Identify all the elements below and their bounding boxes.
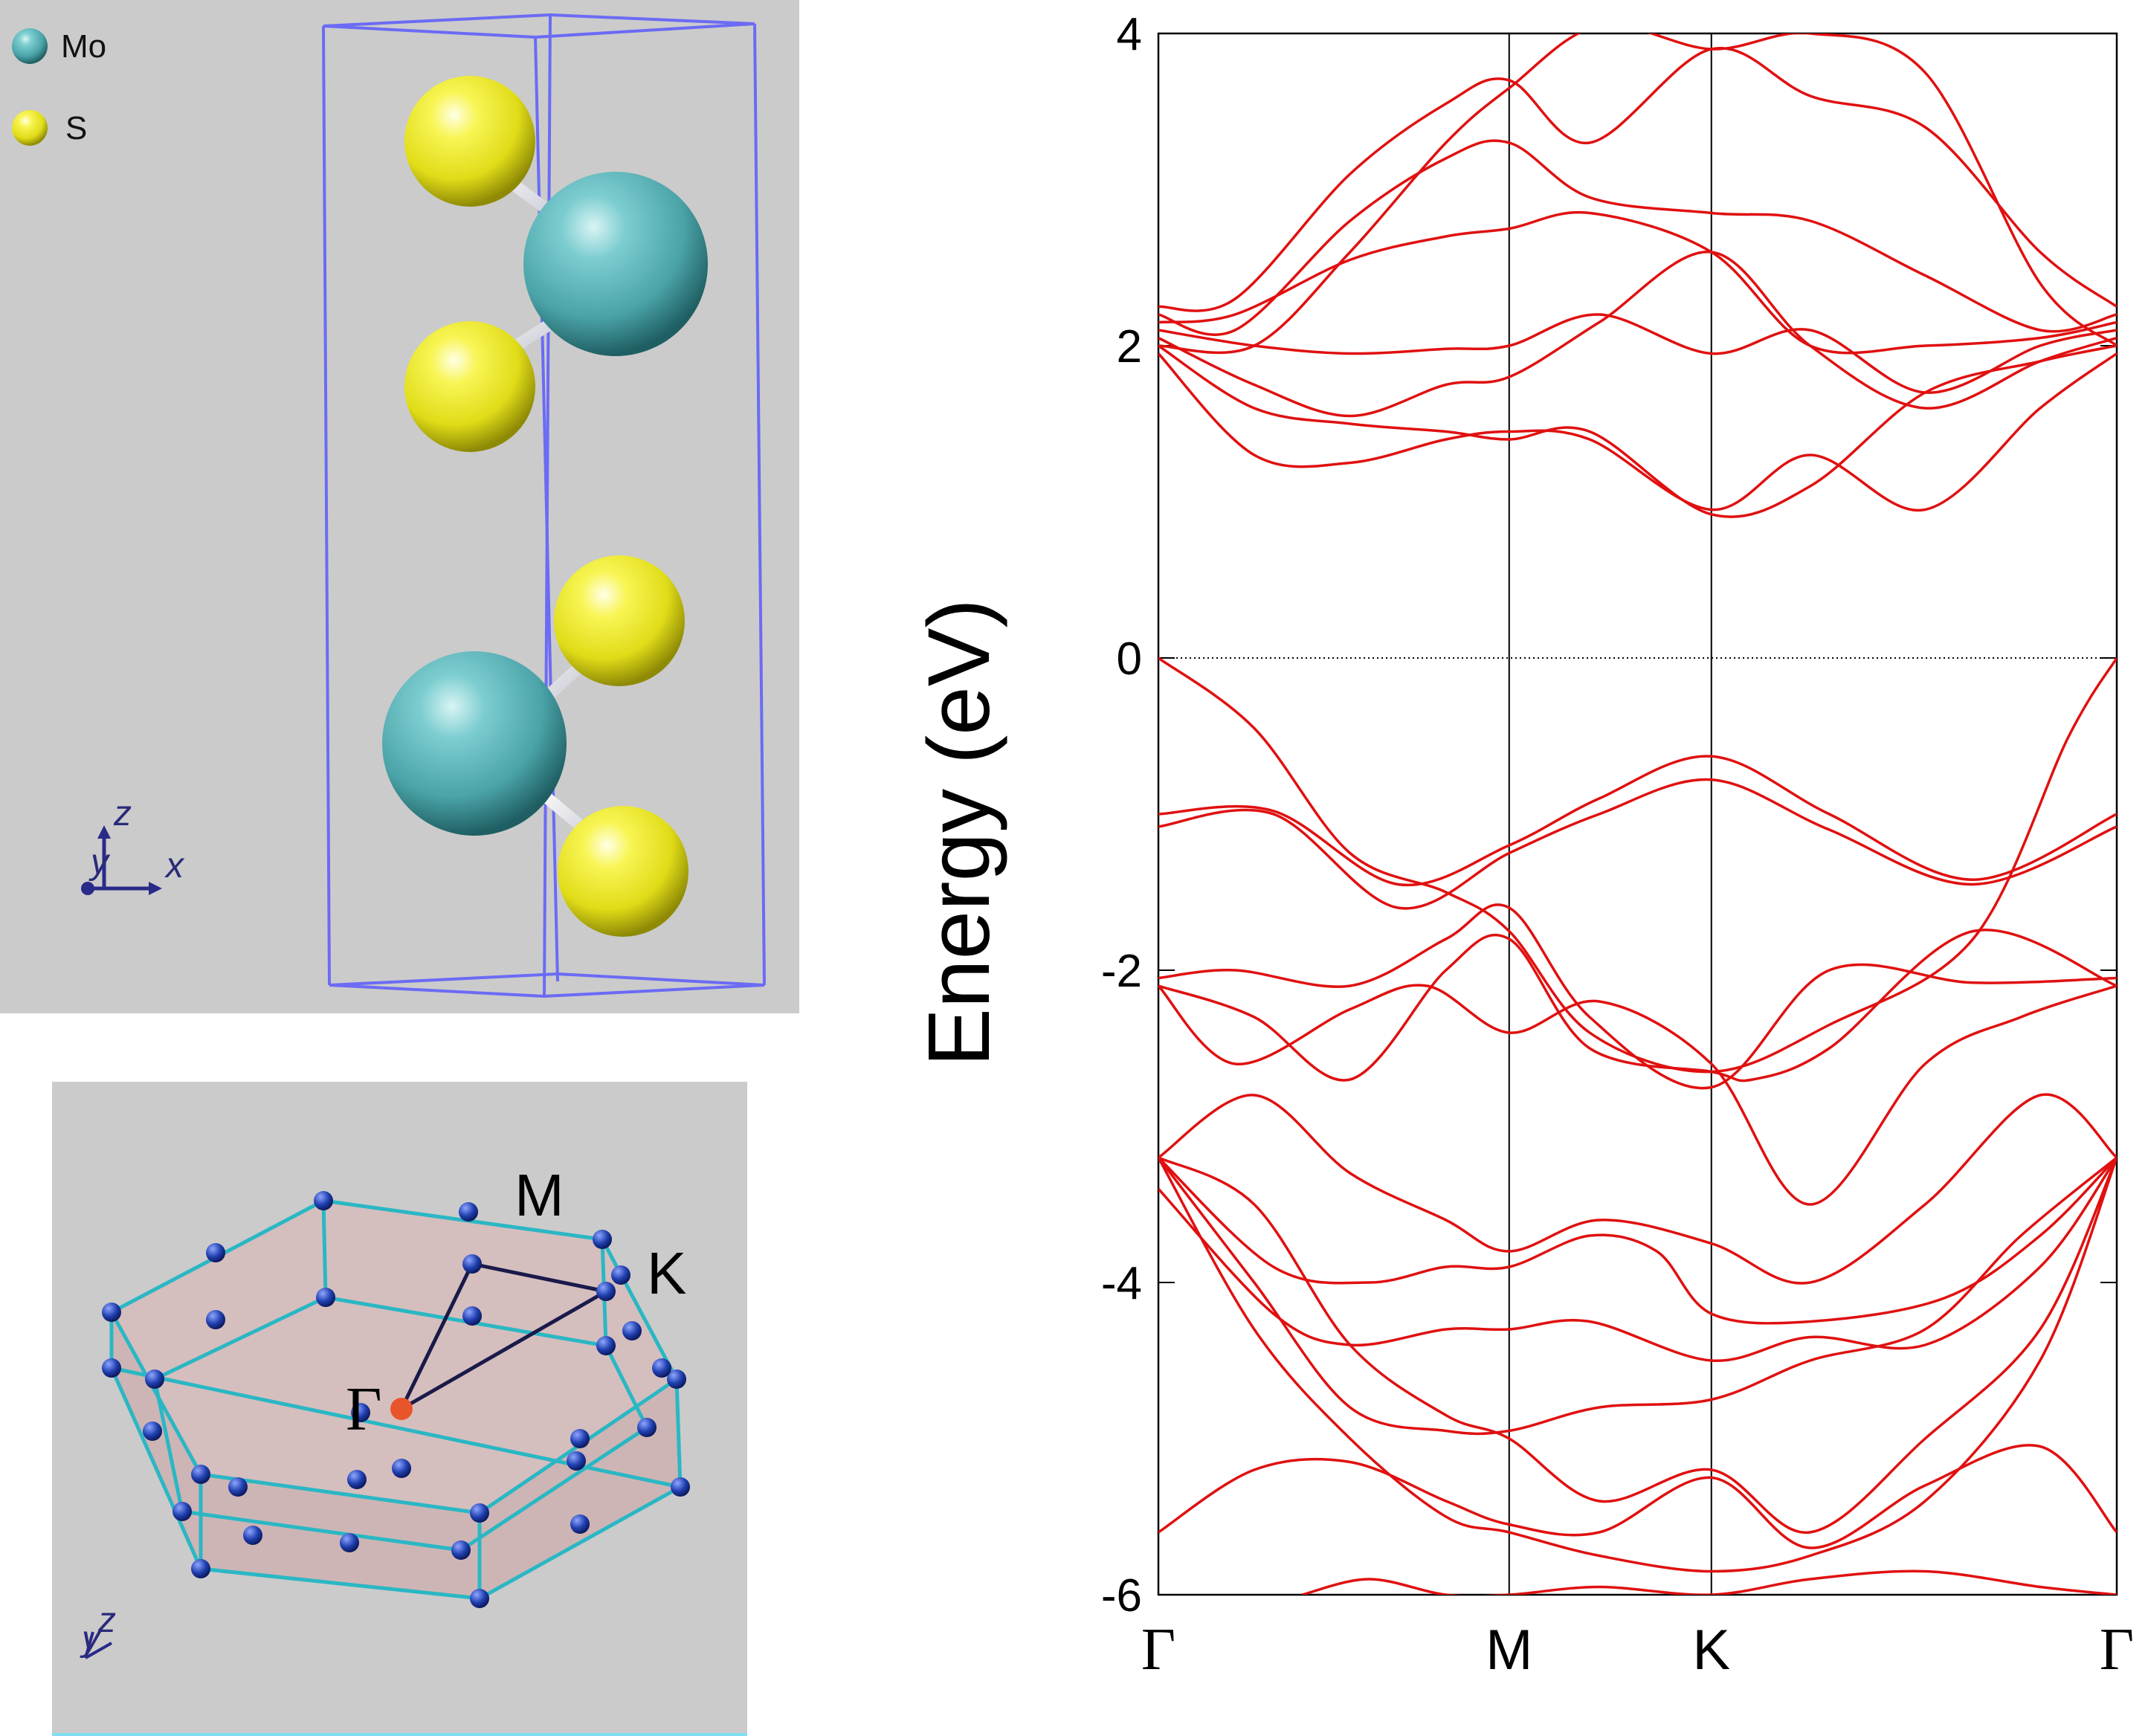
gamma-point-marker	[390, 1398, 413, 1420]
band-line	[1158, 778, 2117, 910]
legend-s-marker	[12, 110, 48, 146]
atom-mo	[523, 172, 708, 356]
bz-axis-y-label: y	[80, 1619, 102, 1659]
unit-cell	[322, 13, 766, 998]
y-tick-label: 2	[1117, 321, 1142, 372]
legend-mo-label: Mo	[61, 28, 106, 65]
band-line	[1158, 251, 2117, 418]
band-line	[1158, 1156, 2117, 1436]
band-line	[1158, 313, 2117, 394]
bz-label-k: K	[647, 1240, 686, 1306]
band-line	[1158, 984, 2117, 1206]
atom-s	[404, 76, 535, 207]
y-tick-label: 0	[1117, 633, 1142, 685]
band-line	[1301, 1569, 2117, 1595]
band-line	[1158, 755, 2117, 887]
band-line	[1158, 46, 2117, 312]
legend-mo-marker	[12, 28, 48, 64]
x-tick-label: M	[1486, 1619, 1532, 1682]
band-line	[1158, 656, 2117, 1074]
legend: Mo S	[12, 28, 106, 146]
x-tick-label: K	[1692, 1619, 1730, 1682]
y-tick-label: -6	[1101, 1570, 1142, 1622]
axes-indicator: z y x	[81, 794, 185, 895]
band-line	[1158, 929, 2117, 1082]
axis-y-label: y	[88, 842, 111, 882]
band-line	[1158, 1444, 2117, 1549]
band-line	[1158, 1156, 2117, 1534]
bz-axis-z-label: z	[97, 1601, 116, 1640]
bz-points	[102, 1191, 690, 1608]
band-line	[1158, 1093, 2117, 1285]
x-tick-label: Γ	[1141, 1617, 1175, 1682]
brillouin-zone-panel: M K Γ z y	[52, 1082, 747, 1736]
crystal-structure-view: Mo S	[12, 13, 766, 998]
plot-area: Γ M K Γ 4 2 0 -2 -4 -6	[1101, 9, 2134, 1682]
bz-label-m: M	[515, 1162, 564, 1228]
y-axis-label: Energy (eV)	[910, 598, 1008, 1067]
band-line	[1158, 139, 2117, 336]
atom-s	[558, 806, 688, 937]
band-line	[1158, 33, 2117, 355]
y-tick-label: 4	[1117, 9, 1142, 60]
band-line	[1158, 1157, 2117, 1573]
band-line	[1158, 352, 2117, 512]
y-tick-label: -4	[1101, 1258, 1142, 1309]
axis-x-label: x	[164, 846, 185, 885]
bz-bottom-border	[52, 1733, 747, 1736]
band-line	[1158, 1156, 2117, 1325]
axis-z-label: z	[113, 794, 132, 833]
atom-s	[404, 321, 535, 452]
brillouin-zone-view: M K Γ z y	[80, 1162, 690, 1659]
x-tick-label: Γ	[2100, 1617, 2134, 1682]
legend-s-label: S	[65, 110, 87, 146]
atom-mo	[382, 651, 567, 836]
atoms	[382, 76, 708, 937]
band-line	[1158, 344, 2117, 518]
band-structure-plot: Energy (eV) Γ M K Γ 4 2 0 -2 -4 -6	[910, 9, 2134, 1682]
band-structure-chart: Energy (eV) Γ M K Γ 4 2 0 -2 -4 -6	[818, 0, 2148, 1736]
band-line	[1158, 1156, 2117, 1362]
crystal-structure-panel: Mo S	[0, 0, 799, 1013]
y-tick-label: -2	[1101, 946, 1142, 997]
bz-label-gamma: Γ	[346, 1375, 382, 1444]
band-line	[1158, 210, 2117, 355]
atom-s	[554, 555, 685, 686]
bz-axes-indicator: z y	[80, 1601, 116, 1659]
bz-kpath	[399, 1262, 611, 1411]
